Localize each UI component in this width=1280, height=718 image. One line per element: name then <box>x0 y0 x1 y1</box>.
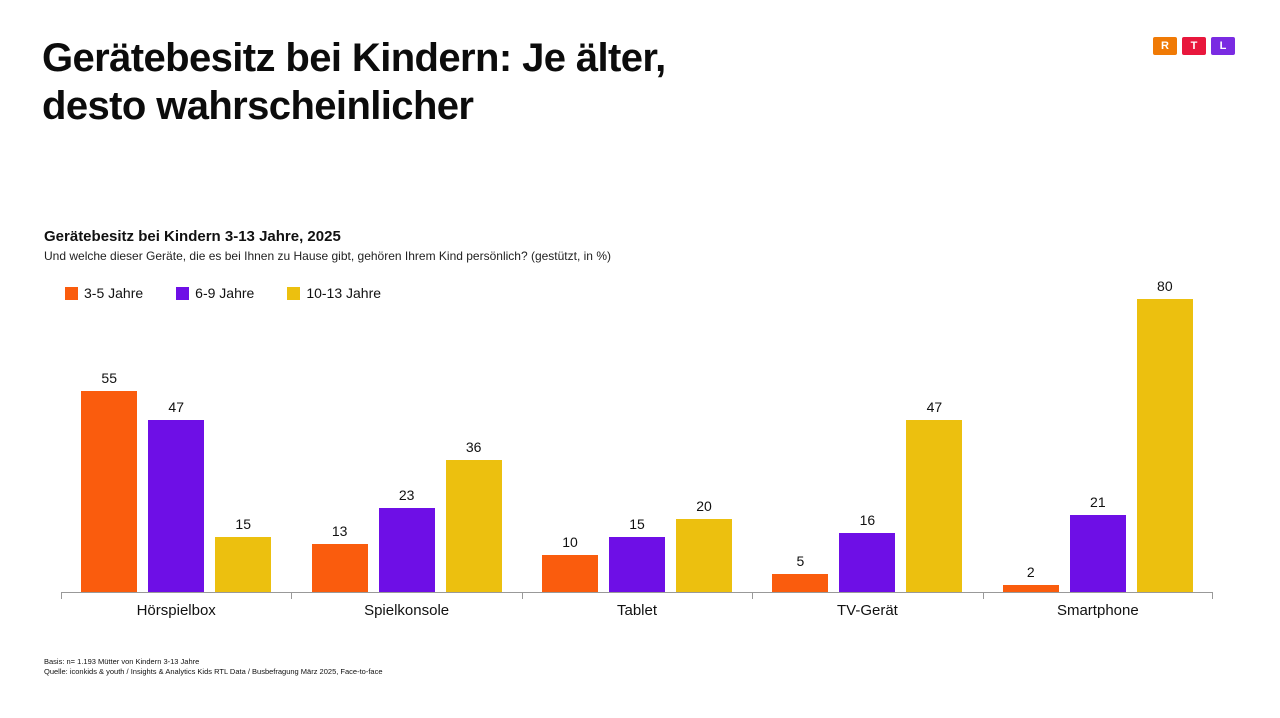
bar-wrap: 21 <box>1069 494 1126 592</box>
bar-wrap: 13 <box>311 523 368 592</box>
chart-legend: 3-5 Jahre 6-9 Jahre 10-13 Jahre <box>65 285 381 301</box>
rtl-logo-letter-l: L <box>1211 37 1235 55</box>
footnote-basis: Basis: n= 1.193 Mütter von Kindern 3-13 … <box>44 657 200 666</box>
bar-wrap: 16 <box>839 512 896 592</box>
bar-wrap: 47 <box>148 399 205 592</box>
chart-title: Gerätebesitz bei Kindern 3-13 Jahre, 202… <box>44 228 341 245</box>
bar-chart-plot: 55 47 15 13 23 36 10 15 20 5 16 47 2 21 80 <box>61 275 1213 592</box>
axis-tick <box>752 593 754 599</box>
rtl-logo-letter-t: T <box>1182 37 1206 55</box>
bar-value-label: 23 <box>398 487 415 503</box>
rtl-logo: R T L <box>1153 37 1235 55</box>
bar <box>609 537 666 592</box>
category-label: Smartphone <box>1056 602 1139 619</box>
page-title: Gerätebesitz bei Kindern: Je älter, dest… <box>42 34 666 130</box>
bar-wrap: 10 <box>542 534 599 592</box>
bar-value-label: 16 <box>859 512 876 528</box>
bar-wrap: 80 <box>1136 278 1193 592</box>
bar-value-label: 10 <box>562 534 578 550</box>
axis-tick <box>982 593 984 599</box>
legend-swatch <box>65 286 78 300</box>
bar-value-label: 80 <box>1157 278 1173 294</box>
bar <box>1069 515 1126 592</box>
axis-tick <box>61 593 62 599</box>
category-label: Hörspielbox <box>136 602 216 619</box>
footnote-source: Quelle: iconkids & youth / Insights & An… <box>44 667 383 676</box>
bar-wrap: 55 <box>81 370 138 592</box>
bar-wrap: 23 <box>378 487 435 592</box>
bar-value-label: 5 <box>796 553 805 569</box>
bar-value-label: 2 <box>1026 564 1035 580</box>
legend-swatch <box>287 286 301 300</box>
bar <box>311 544 368 592</box>
bar-wrap: 15 <box>609 516 666 592</box>
legend-item: 10-13 Jahre <box>287 285 381 301</box>
axis-tick <box>1212 593 1213 599</box>
bar <box>1136 299 1193 592</box>
bar <box>1002 585 1059 592</box>
bar-group-tv-gerät: 5 16 47 <box>752 275 982 592</box>
bar-value-label: 21 <box>1090 494 1106 510</box>
bar <box>445 460 502 592</box>
legend-label: 6-9 Jahre <box>195 285 255 301</box>
bar-wrap: 2 <box>1002 564 1059 592</box>
legend-label: 10-13 Jahre <box>306 285 382 301</box>
bar-value-label: 47 <box>168 399 184 415</box>
legend-label: 3-5 Jahre <box>84 285 144 301</box>
bar-wrap: 5 <box>772 553 829 592</box>
bar-wrap: 15 <box>215 516 272 592</box>
bar-group-smartphone: 2 21 80 <box>983 275 1213 592</box>
bar-group-hörspielbox: 55 47 15 <box>61 275 291 592</box>
bar-wrap: 36 <box>445 439 502 592</box>
bar-wrap: 47 <box>906 399 963 592</box>
bar-group-tablet: 10 15 20 <box>522 275 752 592</box>
chart-subtitle: Und welche dieser Geräte, die es bei Ihn… <box>44 249 611 263</box>
bar-value-label: 47 <box>926 399 943 415</box>
bar-value-label: 55 <box>101 370 117 386</box>
category-label: Tablet <box>617 602 658 619</box>
bar <box>839 533 896 592</box>
axis-tick <box>521 593 523 599</box>
bar <box>378 508 435 592</box>
legend-item: 6-9 Jahre <box>176 285 254 301</box>
bar-value-label: 36 <box>465 439 482 455</box>
bar <box>215 537 272 592</box>
bar <box>81 391 138 592</box>
x-axis-category-labels: Hörspielbox Spielkonsole Tablet TV-Gerät Sma… <box>61 602 1213 619</box>
bar <box>148 420 205 592</box>
bar-value-label: 13 <box>331 523 348 539</box>
bar-group-spielkonsole: 13 23 36 <box>291 275 521 592</box>
bar <box>676 519 733 592</box>
x-axis-line <box>61 592 1213 599</box>
legend-item: 3-5 Jahre <box>65 285 143 301</box>
bar-wrap: 20 <box>676 498 733 592</box>
bar-value-label: 15 <box>629 516 645 532</box>
page-title-line-2: desto wahrscheinlicher <box>42 84 474 128</box>
bar-value-label: 15 <box>235 516 251 532</box>
category-label: Spielkonsole <box>364 602 450 619</box>
legend-swatch <box>176 286 190 300</box>
rtl-logo-letter-r: R <box>1153 37 1177 55</box>
bar <box>772 574 829 592</box>
bar <box>906 420 963 592</box>
bar-value-label: 20 <box>696 498 712 514</box>
page-title-line-1: Gerätebesitz bei Kindern: Je älter, <box>42 36 666 80</box>
source-footnote: Basis: n= 1.193 Mütter von Kindern 3-13 … <box>44 657 383 677</box>
category-label: TV-Gerät <box>836 602 898 619</box>
axis-tick <box>291 593 293 599</box>
bar <box>542 555 599 592</box>
